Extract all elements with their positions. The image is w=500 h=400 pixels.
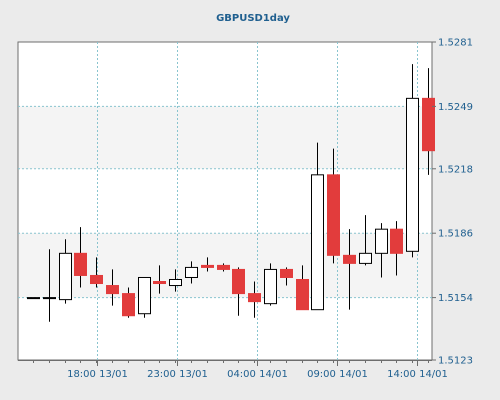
y-tick-label: 1.5154 [438,293,473,304]
bull-candle-body [27,297,40,300]
y-axis: 1.5281 1.5249 1.5218 1.5186 1.5154 1.5123 [432,38,473,367]
bear-candle-body [217,264,230,270]
bull-candle-body [375,228,388,254]
bear-candle-body [390,228,403,254]
x-tick-label: 14:00 14/01 [387,369,448,380]
x-axis: 18:00 13/01 23:00 13/01 04:00 14/01 09:00 1… [18,360,448,380]
x-tick-label: 04:00 14/01 [227,369,288,380]
bear-candle-body [422,97,435,152]
bull-candle-body [406,97,419,252]
bull-candle-body [359,252,372,264]
y-tick-label: 1.5281 [438,38,473,49]
price-band [19,106,431,169]
bear-candle-body [232,268,245,295]
bull-candle-body [311,174,324,311]
bear-candle-body [90,274,103,285]
bull-candle-body [185,266,198,278]
y-tick-label: 1.5186 [438,229,473,240]
bear-candle-body [296,278,309,311]
bull-candle-body [138,276,151,315]
bear-candle-body [201,264,214,268]
y-tick-label: 1.5218 [438,164,473,175]
bear-candle-body [122,293,135,317]
bear-candle-body [343,254,356,264]
bear-candle-body [153,281,166,285]
bull-candle-body [264,268,277,305]
bear-candle-body [280,268,293,278]
plot-area [17,41,433,361]
y-tick-label: 1.5123 [438,356,473,367]
chart-title: GBPUSD1day [216,13,290,24]
y-tick-label: 1.5249 [438,102,473,113]
bear-candle-body [248,293,261,303]
grid-lines [18,42,432,360]
bull-candle-body [43,297,56,300]
x-tick-label: 18:00 13/01 [67,369,128,380]
candles [27,64,435,322]
bear-candle-body [74,252,87,276]
bear-candle-body [106,285,119,295]
bull-candle-body [169,278,182,287]
x-tick-label: 23:00 13/01 [147,369,208,380]
bull-candle-body [59,252,72,301]
bear-candle-body [327,174,340,256]
x-tick-label: 09:00 14/01 [307,369,368,380]
